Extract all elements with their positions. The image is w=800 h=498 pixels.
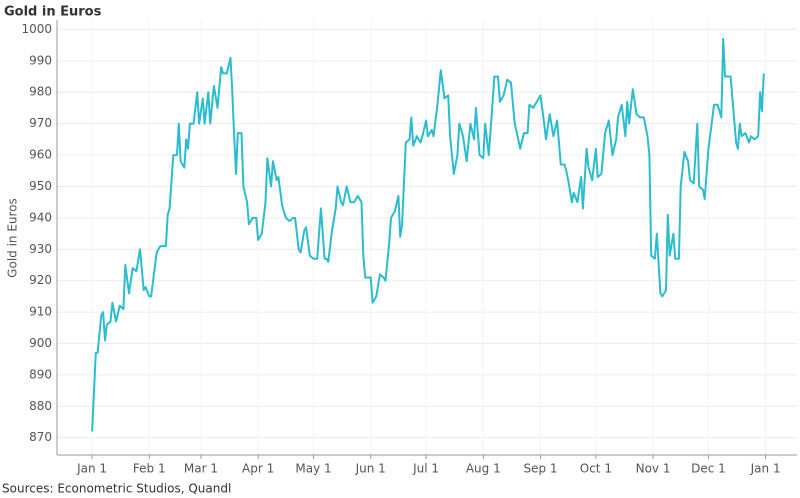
y-tick-label: 990: [29, 53, 52, 67]
x-tick-label: Oct 1: [580, 462, 612, 476]
y-tick-label: 880: [29, 399, 52, 413]
y-tick-label: 930: [29, 242, 52, 256]
x-tick-label: Jan 1: [76, 462, 107, 476]
x-tick-label: Feb 1: [133, 462, 166, 476]
x-tick-label: Jun 1: [355, 462, 386, 476]
x-tick-label: Aug 1: [466, 462, 501, 476]
x-tick-label: Apr 1: [242, 462, 274, 476]
y-tick-label: 950: [29, 179, 52, 193]
y-axis-label: Gold in Euros: [6, 198, 20, 278]
y-tick-label: 960: [29, 148, 52, 162]
y-tick-label: 890: [29, 367, 52, 381]
y-tick-label: 900: [29, 336, 52, 350]
chart-title: Gold in Euros: [4, 5, 102, 20]
x-tick-label: Jan 1: [750, 462, 781, 476]
y-tick-label: 970: [29, 116, 52, 130]
y-tick-label: 940: [29, 210, 52, 224]
y-tick-label: 870: [29, 430, 52, 444]
x-tick-label: Dec 1: [691, 462, 726, 476]
y-tick-label: 1000: [21, 22, 52, 36]
y-tick-label: 910: [29, 305, 52, 319]
source-note: Sources: Econometric Studios, Quandl: [2, 482, 231, 496]
y-tick-label: 920: [29, 273, 52, 287]
x-tick-label: Sep 1: [523, 462, 557, 476]
x-tick-label: Nov 1: [636, 462, 671, 476]
x-tick-label: May 1: [295, 462, 331, 476]
x-tick-label: Jul 1: [412, 462, 439, 476]
x-tick-label: Mar 1: [184, 462, 218, 476]
price-line: [91, 37, 765, 432]
y-tick-label: 980: [29, 85, 52, 99]
